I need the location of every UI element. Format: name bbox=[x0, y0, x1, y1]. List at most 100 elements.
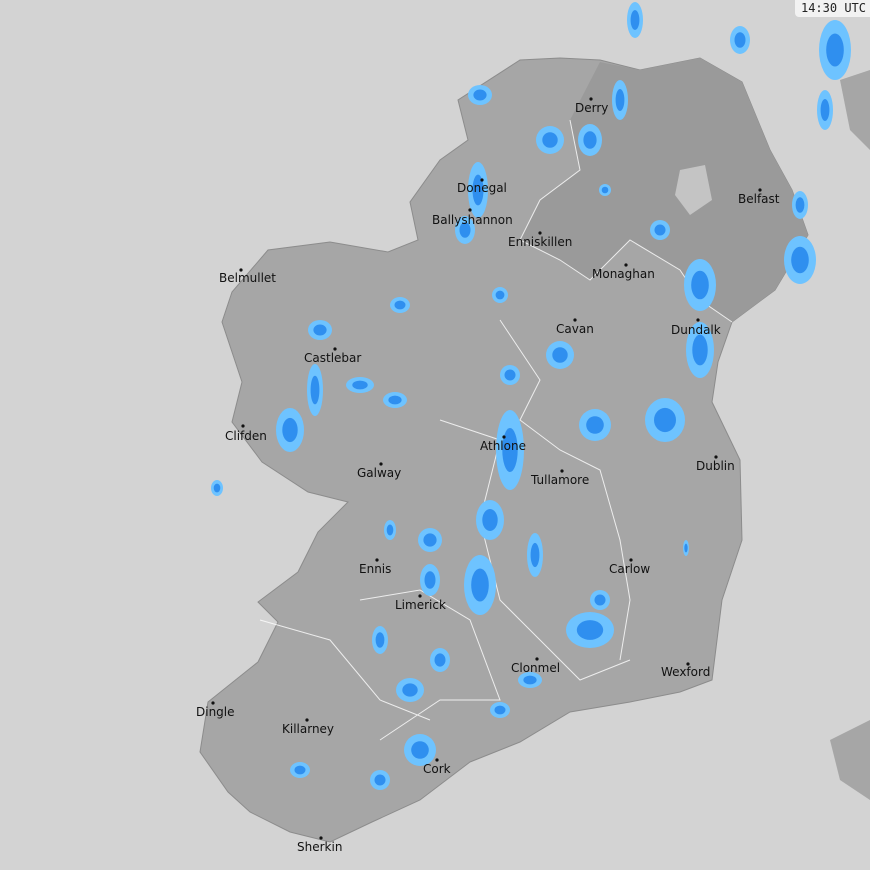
rain-cell-core bbox=[402, 683, 418, 697]
rain-cell-core bbox=[482, 509, 498, 531]
city-dot bbox=[560, 469, 564, 473]
city-dot bbox=[714, 455, 718, 459]
city-dot bbox=[624, 263, 628, 267]
city-dot bbox=[305, 718, 309, 722]
rain-cell-core bbox=[795, 197, 805, 213]
city-dot bbox=[686, 662, 690, 666]
city-label: Clifden bbox=[225, 429, 267, 443]
city-dot bbox=[435, 758, 439, 762]
city-belfast: Belfast bbox=[738, 188, 780, 206]
rain-cell-core bbox=[388, 395, 402, 405]
rain-cell-core bbox=[630, 10, 640, 30]
rain-cell-core bbox=[654, 407, 676, 433]
rain-cell-core bbox=[495, 290, 505, 300]
city-wexford: Wexford bbox=[661, 662, 710, 679]
rain-cell-core bbox=[386, 524, 394, 536]
rain-cell-core bbox=[473, 89, 487, 101]
city-label: Ennis bbox=[359, 562, 391, 576]
rain-cell-core bbox=[352, 380, 368, 390]
scotland-land bbox=[840, 70, 870, 150]
rain-cell-core bbox=[494, 705, 506, 715]
rain-cell-core bbox=[615, 89, 625, 111]
rain-cell-core bbox=[394, 300, 406, 310]
rain-cell-core bbox=[282, 417, 298, 443]
city-dot bbox=[241, 424, 245, 428]
rain-cell-core bbox=[583, 131, 597, 149]
city-label: Limerick bbox=[395, 598, 446, 612]
city-dot bbox=[538, 231, 542, 235]
rain-cell-core bbox=[310, 375, 320, 405]
city-athlone: Athlone bbox=[480, 435, 526, 453]
northern-ireland-region bbox=[520, 58, 808, 322]
city-dot bbox=[502, 435, 506, 439]
rain-cell-core bbox=[375, 632, 385, 648]
city-label: Derry bbox=[575, 101, 608, 115]
city-label: Wexford bbox=[661, 665, 710, 679]
city-derry: Derry bbox=[575, 97, 608, 115]
rain-cell-core bbox=[213, 483, 221, 493]
city-dot bbox=[211, 701, 215, 705]
city-castlebar: Castlebar bbox=[304, 347, 361, 365]
city-clonmel: Clonmel bbox=[511, 657, 560, 675]
city-label: Belmullet bbox=[219, 271, 276, 285]
city-dot bbox=[758, 188, 762, 192]
city-label: Belfast bbox=[738, 192, 780, 206]
city-dot bbox=[696, 318, 700, 322]
rain-cell-core bbox=[601, 186, 609, 194]
city-label: Castlebar bbox=[304, 351, 361, 365]
city-label: Donegal bbox=[457, 181, 507, 195]
rain-cell-core bbox=[791, 246, 809, 274]
rain-cell-core bbox=[542, 132, 558, 148]
city-dot bbox=[319, 836, 323, 840]
city-sherkin: Sherkin bbox=[297, 836, 342, 854]
city-monaghan: Monaghan bbox=[592, 263, 655, 281]
city-label: Clonmel bbox=[511, 661, 560, 675]
city-clifden: Clifden bbox=[225, 424, 267, 443]
city-label: Cavan bbox=[556, 322, 594, 336]
rain-layer bbox=[211, 2, 851, 790]
city-label: Carlow bbox=[609, 562, 650, 576]
city-label: Enniskillen bbox=[508, 235, 572, 249]
rain-cell-core bbox=[313, 324, 327, 336]
rain-cell-core bbox=[820, 99, 830, 121]
rain-cell-core bbox=[684, 543, 688, 553]
city-cork: Cork bbox=[423, 758, 451, 776]
city-donegal: Donegal bbox=[457, 178, 507, 195]
city-dot bbox=[239, 268, 243, 272]
rain-cell-core bbox=[576, 620, 604, 640]
timestamp-label: 14:30 UTC bbox=[794, 0, 870, 17]
city-dot bbox=[573, 318, 577, 322]
city-dot bbox=[589, 97, 593, 101]
rain-cell-core bbox=[424, 571, 436, 589]
city-label: Killarney bbox=[282, 722, 334, 736]
rain-cell-core bbox=[734, 32, 746, 48]
city-carlow: Carlow bbox=[609, 558, 650, 576]
city-label: Sherkin bbox=[297, 840, 342, 854]
city-label: Monaghan bbox=[592, 267, 655, 281]
rain-cell-core bbox=[504, 369, 516, 381]
city-enniskillen: Enniskillen bbox=[508, 231, 572, 249]
rain-cell-core bbox=[374, 774, 386, 786]
rain-cell-core bbox=[434, 653, 446, 667]
rain-cell-core bbox=[471, 568, 489, 602]
city-dot bbox=[379, 462, 383, 466]
rain-cell-core bbox=[459, 222, 471, 238]
rain-cell-core bbox=[472, 174, 484, 206]
rain-cell-core bbox=[523, 675, 537, 685]
city-label: Dublin bbox=[696, 459, 735, 473]
rain-cell-core bbox=[654, 224, 666, 236]
city-dot bbox=[375, 558, 379, 562]
wales-land bbox=[830, 720, 870, 800]
city-dingle: Dingle bbox=[196, 701, 235, 719]
rain-cell-core bbox=[423, 533, 437, 547]
city-dot bbox=[535, 657, 539, 661]
city-label: Dingle bbox=[196, 705, 235, 719]
city-cavan: Cavan bbox=[556, 318, 594, 336]
city-dot bbox=[629, 558, 633, 562]
city-ballyshannon: Ballyshannon bbox=[432, 208, 513, 227]
rain-cell-core bbox=[530, 542, 540, 568]
city-dot bbox=[418, 594, 422, 598]
rain-cell-core bbox=[502, 428, 518, 472]
city-label: Athlone bbox=[480, 439, 526, 453]
